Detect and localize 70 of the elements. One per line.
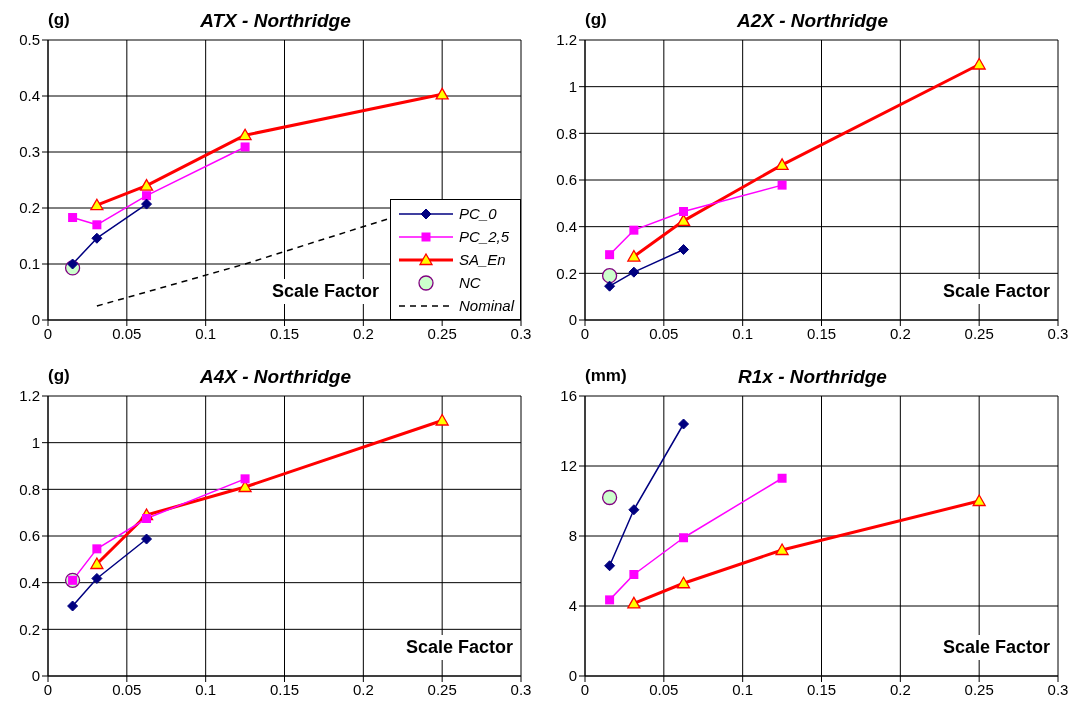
chart-title: A2X - Northridge: [737, 10, 888, 31]
legend-label: NC: [458, 274, 481, 291]
legend-label: PC_0: [458, 205, 497, 222]
x-tick-label: 0.2: [889, 680, 911, 698]
legend-label: SA_En: [458, 251, 506, 268]
y-tick-label: 0.1: [19, 255, 40, 273]
y-axis-title: (g): [48, 10, 70, 30]
y-tick-label: 0.4: [19, 573, 40, 591]
y-tick-label: 12: [560, 457, 577, 475]
x-tick-label: 0: [580, 324, 590, 342]
chart-title: A4X - Northridge: [200, 366, 351, 387]
y-tick-label: 0: [31, 311, 40, 329]
y-tick-label: 0.3: [19, 143, 40, 161]
chart-title: R1x - Northridge: [738, 366, 887, 387]
x-axis-title: Scale Factor: [938, 635, 1054, 660]
x-tick-label: 0.3: [510, 324, 532, 342]
y-tick-label: 0.4: [556, 217, 577, 235]
y-tick-label: 1.2: [556, 31, 577, 49]
y-tick-label: 1.2: [19, 387, 40, 405]
x-tick-label: 0.3: [1047, 324, 1069, 342]
y-tick-label: 0: [31, 667, 40, 685]
x-tick-label: 0.05: [649, 324, 679, 342]
x-tick-label: 0.15: [806, 680, 837, 698]
x-tick-label: 0.15: [269, 680, 300, 698]
y-tick-label: 0.6: [556, 171, 577, 189]
x-tick-label: 0.25: [964, 324, 994, 342]
x-tick-label: 0: [43, 680, 53, 698]
y-tick-label: 1: [31, 433, 40, 451]
y-tick-label: 1: [568, 77, 577, 95]
x-tick-label: 0.1: [195, 680, 217, 698]
x-tick-label: 0.1: [195, 324, 217, 342]
y-tick-label: 0.5: [19, 31, 40, 49]
x-tick-label: 0: [580, 680, 590, 698]
x-tick-label: 0.15: [806, 324, 837, 342]
x-tick-label: 0.3: [510, 680, 532, 698]
y-tick-label: 0: [568, 667, 577, 685]
x-tick-label: 0.3: [1047, 680, 1069, 698]
y-tick-label: 0.4: [19, 87, 40, 105]
x-tick-label: 0.2: [352, 324, 374, 342]
x-axis-title: Scale Factor: [267, 279, 383, 304]
y-axis-title: (mm): [585, 366, 627, 386]
y-axis-title: (g): [585, 10, 607, 30]
x-tick-label: 0.25: [427, 324, 457, 342]
x-tick-label: 0.05: [112, 680, 142, 698]
y-tick-label: 4: [568, 597, 577, 615]
x-tick-label: 0.1: [732, 324, 754, 342]
x-tick-label: 0.15: [269, 324, 300, 342]
y-tick-label: 0: [568, 311, 577, 329]
y-tick-label: 0.2: [556, 264, 577, 282]
x-tick-label: 0.1: [732, 680, 754, 698]
x-tick-label: 0.05: [649, 680, 679, 698]
y-tick-label: 0.2: [19, 620, 40, 638]
y-tick-label: 0.6: [19, 527, 40, 545]
y-tick-label: 8: [568, 527, 577, 545]
legend-label: PC_2,5: [458, 228, 510, 245]
x-tick-label: 0.2: [889, 324, 911, 342]
x-axis-title: Scale Factor: [938, 279, 1054, 304]
x-tick-label: 0.25: [964, 680, 994, 698]
x-tick-label: 0.2: [352, 680, 374, 698]
x-axis-title: Scale Factor: [401, 635, 517, 660]
y-tick-label: 0.8: [556, 124, 577, 142]
x-tick-label: 0: [43, 324, 53, 342]
x-tick-label: 0.05: [112, 324, 142, 342]
y-tick-label: 16: [560, 387, 577, 405]
y-tick-label: 0.2: [19, 199, 40, 217]
legend-label: Nominal: [458, 297, 514, 314]
y-axis-title: (g): [48, 366, 70, 386]
x-tick-label: 0.25: [427, 680, 457, 698]
chart-title: ATX - Northridge: [200, 10, 351, 31]
y-tick-label: 0.8: [19, 480, 40, 498]
